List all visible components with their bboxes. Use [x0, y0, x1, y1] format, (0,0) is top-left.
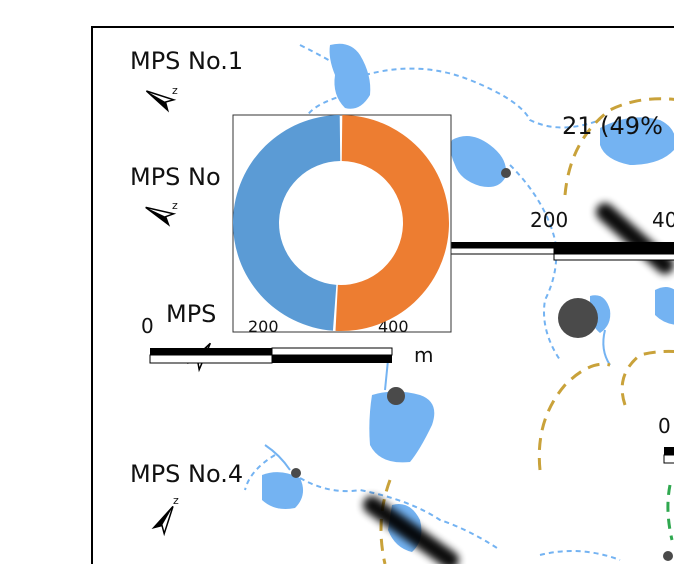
mps-label-2: MPS No	[130, 163, 221, 191]
svg-text:z: z	[173, 494, 179, 507]
green-boundary	[666, 484, 674, 541]
station-nodes	[291, 168, 673, 561]
scalebar-left: 0 m	[141, 314, 433, 367]
donut-chart: 200 400	[232, 114, 452, 336]
station-node	[387, 387, 405, 405]
mps-label-4: MPS No.4	[130, 460, 243, 488]
scalebar-left-unit: m	[414, 343, 433, 367]
scalebar-left-label-0: 0	[141, 314, 154, 338]
scalebar-bottom-right: 0	[658, 414, 674, 464]
mps-label-1: MPS No.1	[130, 47, 243, 75]
scalebar-right-label-200: 200	[530, 208, 568, 232]
mps-label-3: MPS	[166, 300, 216, 328]
scalebar-bottom-right-label-0: 0	[658, 414, 671, 438]
scalebar-right: 200 40	[449, 208, 674, 261]
north-arrow-icon: z	[145, 84, 178, 113]
north-arrow-icon: z	[145, 199, 178, 227]
svg-text:z: z	[172, 199, 178, 212]
station-node	[501, 168, 511, 178]
donut-slice-0	[335, 115, 449, 331]
station-node	[291, 468, 301, 478]
scalebar-right-label-40: 40	[652, 208, 674, 232]
scalebar-left-label-400: 400	[378, 317, 409, 336]
percent-label: 21 (49%	[562, 112, 663, 140]
svg-text:z: z	[172, 84, 178, 97]
scalebar-left-label-200: 200	[248, 317, 279, 336]
donut-slice-1	[232, 115, 341, 331]
stream-solid	[264, 329, 611, 471]
station-node	[663, 551, 673, 561]
station-node	[558, 298, 598, 338]
water-bodies	[262, 43, 674, 552]
north-arrow-icon: z	[151, 494, 179, 537]
